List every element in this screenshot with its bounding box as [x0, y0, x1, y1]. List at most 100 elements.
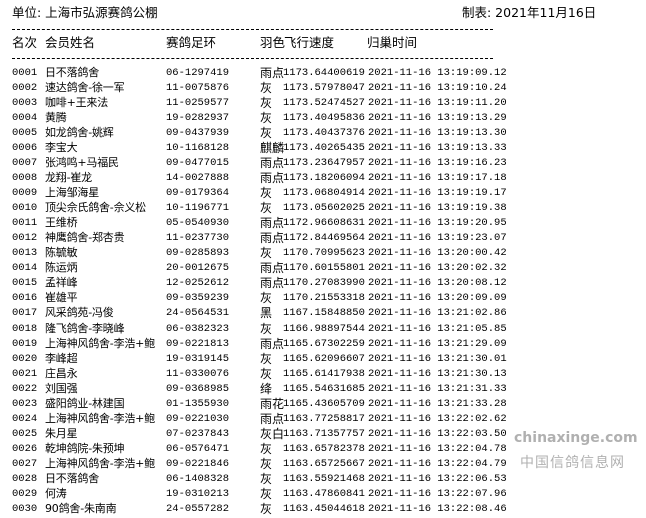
ring-cell: 07-0237843	[166, 427, 230, 440]
color-cell: 雨点	[260, 171, 285, 186]
time-cell: 2021-11-16 13:19:13.29	[368, 112, 507, 125]
color-cell: 灰	[260, 96, 273, 111]
ring-cell: 24-0557282	[166, 502, 230, 515]
ring-cell: 09-0437939	[166, 127, 230, 140]
time-cell: 2021-11-16 13:21:31.33	[368, 382, 507, 395]
col-color: 羽色	[260, 35, 286, 50]
time-cell: 2021-11-16 13:22:03.50	[368, 427, 507, 440]
speed-cell: 1163.77258817	[283, 412, 365, 425]
rank-cell: 0008	[12, 172, 38, 185]
speed-cell: 1172.96608631	[283, 217, 365, 230]
ring-cell: 11-0075876	[166, 82, 230, 95]
ring-cell: 09-0368985	[166, 382, 230, 395]
ring-cell: 14-0027888	[166, 172, 230, 185]
time-cell: 2021-11-16 13:21:33.28	[368, 397, 507, 410]
speed-cell: 1165.54631685	[283, 382, 365, 395]
time-cell: 2021-11-16 13:19:13.30	[368, 127, 507, 140]
time-cell: 2021-11-16 13:22:07.96	[368, 487, 507, 500]
speed-cell: 1173.52474527	[283, 97, 365, 110]
rank-cell: 0022	[12, 382, 38, 395]
time-cell: 2021-11-16 13:22:08.46	[368, 502, 507, 515]
time-cell: 2021-11-16 13:21:30.13	[368, 367, 507, 380]
ring-cell: 12-0252612	[166, 277, 230, 290]
col-time: 归巢时间	[367, 35, 418, 50]
ring-cell: 09-0285893	[166, 247, 230, 260]
speed-cell: 1172.84469564	[283, 232, 365, 245]
ring-cell: 06-1297419	[166, 67, 230, 79]
member-cell: 陈运炳	[45, 261, 78, 275]
rank-cell: 0023	[12, 397, 38, 410]
member-cell: 龙翔-崔龙	[45, 171, 92, 185]
time-cell: 2021-11-16 13:19:11.20	[368, 97, 507, 110]
ring-cell: 09-0221813	[166, 337, 230, 350]
color-cell: 绛	[260, 381, 273, 396]
speed-cell: 1170.70995623	[283, 247, 365, 260]
time-cell: 2021-11-16 13:22:04.79	[368, 457, 507, 470]
member-cell: 风采鸽苑-冯俊	[45, 306, 114, 320]
member-cell: 李宝大	[45, 141, 78, 155]
rank-cell: 0013	[12, 247, 38, 260]
color-cell: 雨点	[260, 216, 285, 231]
speed-cell: 1163.47860841	[283, 487, 365, 500]
time-cell: 2021-11-16 13:20:08.12	[368, 277, 507, 290]
color-cell: 麒麟	[260, 141, 285, 156]
member-cell: 黄腾	[45, 111, 67, 125]
member-cell: 李峰超	[45, 351, 78, 365]
color-cell: 灰	[260, 441, 273, 456]
rank-cell: 0006	[12, 142, 38, 155]
member-cell: 顶尖佘氏鸽舍-佘义松	[45, 201, 146, 215]
color-cell: 灰	[260, 126, 273, 141]
rank-cell: 0029	[12, 487, 38, 500]
time-cell: 2021-11-16 13:20:00.42	[368, 247, 507, 260]
watermark-logo: chinaxinge.com	[514, 430, 638, 446]
member-cell: 日不落鸽舍	[45, 66, 99, 79]
member-cell: 张鸿鸣+马福民	[45, 156, 119, 170]
rank-cell: 0021	[12, 367, 38, 380]
member-cell: 何涛	[45, 486, 67, 500]
divider-top	[12, 29, 493, 30]
date-label: 制表: 2021年11月16日	[462, 5, 597, 20]
time-cell: 2021-11-16 13:19:10.24	[368, 82, 507, 95]
speed-cell: 1163.65725667	[283, 457, 365, 470]
rank-cell: 0024	[12, 412, 38, 425]
time-cell: 2021-11-16 13:19:23.07	[368, 232, 507, 245]
speed-cell: 1163.65782378	[283, 442, 365, 455]
watermark-logo-cjk: 中国信鸽信息网	[520, 455, 625, 471]
color-cell: 雨点	[260, 156, 285, 171]
speed-cell: 1173.06804914	[283, 187, 365, 200]
rank-cell: 0017	[12, 307, 38, 320]
time-cell: 2021-11-16 13:22:06.53	[368, 472, 507, 485]
ring-cell: 11-0330076	[166, 367, 230, 380]
color-cell: 灰	[260, 366, 273, 381]
ring-cell: 11-0237730	[166, 232, 230, 245]
ring-cell: 19-0282937	[166, 112, 230, 125]
time-cell: 2021-11-16 13:22:04.78	[368, 442, 507, 455]
ring-cell: 20-0012675	[166, 262, 230, 275]
rank-cell: 0018	[12, 322, 38, 335]
member-cell: 崔雄平	[45, 291, 78, 305]
ring-cell: 11-0259577	[166, 97, 230, 110]
time-cell: 2021-11-16 13:19:17.18	[368, 172, 507, 185]
ring-cell: 05-0540930	[166, 217, 230, 230]
speed-cell: 1165.61417938	[283, 367, 365, 380]
speed-cell: 1165.67302259	[283, 337, 365, 350]
member-cell: 朱月星	[45, 426, 78, 440]
rank-cell: 0010	[12, 202, 38, 215]
color-cell: 灰	[260, 246, 273, 261]
speed-cell: 1173.05602025	[283, 202, 365, 215]
ring-cell: 06-0382323	[166, 322, 230, 335]
speed-cell: 1163.45044618	[283, 502, 365, 515]
rank-cell: 0005	[12, 127, 38, 140]
member-cell: 孟祥峰	[45, 276, 78, 290]
speed-cell: 1173.18206094	[283, 172, 365, 185]
speed-cell: 1163.71357757	[283, 427, 365, 440]
rank-cell: 0015	[12, 277, 38, 290]
rank-cell: 0003	[12, 97, 38, 110]
member-cell: 如龙鸽舍-姚辉	[45, 126, 114, 140]
color-cell: 雨花	[260, 396, 285, 411]
time-cell: 2021-11-16 13:21:05.85	[368, 322, 507, 335]
rank-cell: 0007	[12, 157, 38, 170]
speed-cell: 1170.60155801	[283, 262, 365, 275]
ring-cell: 24-0564531	[166, 307, 230, 320]
speed-cell: 1165.62096607	[283, 352, 365, 365]
